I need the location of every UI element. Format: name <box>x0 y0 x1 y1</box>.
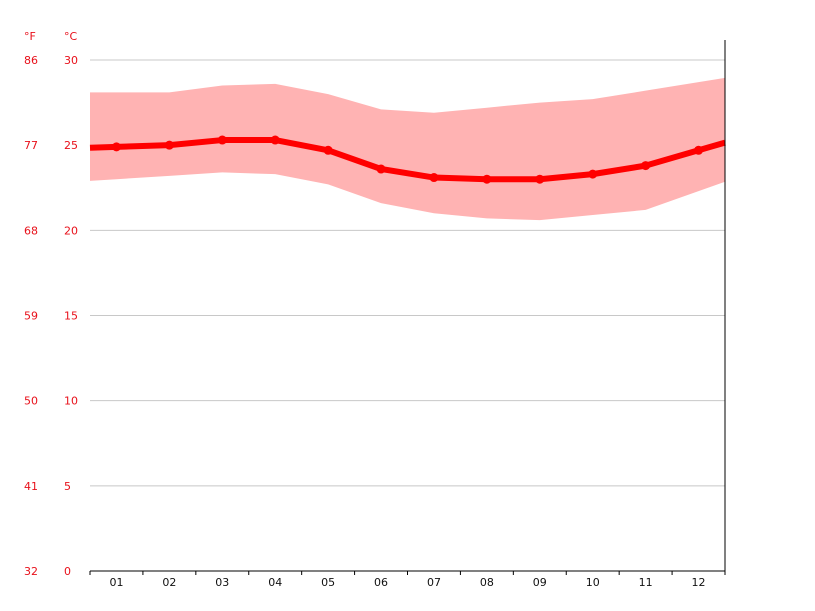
data-point <box>588 169 598 179</box>
y-tick-fahrenheit: 68 <box>24 224 38 237</box>
y-tick-celsius: 25 <box>64 139 78 152</box>
temperature-band-area <box>90 77 725 221</box>
data-point <box>482 174 492 184</box>
data-point <box>270 135 280 145</box>
data-point <box>376 164 386 174</box>
y-tick-celsius: 5 <box>64 480 71 493</box>
data-point <box>641 161 651 171</box>
axes <box>89 40 726 575</box>
y-tick-fahrenheit: 32 <box>24 565 38 578</box>
data-point <box>164 140 174 150</box>
x-tick-label: 04 <box>268 576 282 589</box>
y-tick-celsius: 0 <box>64 565 71 578</box>
y-tick-fahrenheit: 86 <box>24 54 38 67</box>
x-tick-label: 07 <box>427 576 441 589</box>
x-tick-label: 11 <box>639 576 653 589</box>
celsius-unit-label: °C <box>64 30 78 43</box>
y-tick-fahrenheit: 77 <box>24 139 38 152</box>
y-tick-fahrenheit: 41 <box>24 480 38 493</box>
x-tick-label: 12 <box>692 576 706 589</box>
y-tick-celsius: 15 <box>64 310 78 323</box>
data-point <box>217 135 227 145</box>
data-point <box>323 145 333 155</box>
y-tick-celsius: 10 <box>64 395 78 408</box>
series-line <box>89 137 726 183</box>
data-point <box>535 174 545 184</box>
x-tick-label: 10 <box>586 576 600 589</box>
average-temperature-line <box>89 135 726 184</box>
y-tick-celsius: 30 <box>64 54 78 67</box>
y-tick-celsius: 20 <box>64 224 78 237</box>
x-tick-label: 05 <box>321 576 335 589</box>
x-tick-label: 02 <box>162 576 176 589</box>
x-tick-label: 09 <box>533 576 547 589</box>
x-tick-label: 06 <box>374 576 388 589</box>
temperature-range-band <box>90 77 725 221</box>
y-tick-fahrenheit: 50 <box>24 395 38 408</box>
x-tick-label: 01 <box>109 576 123 589</box>
y-tick-fahrenheit: 59 <box>24 310 38 323</box>
data-point <box>111 142 121 152</box>
x-tick-label: 03 <box>215 576 229 589</box>
fahrenheit-unit-label: °F <box>24 30 36 43</box>
data-point <box>694 145 704 155</box>
x-tick-label: 08 <box>480 576 494 589</box>
axis-labels: °F °C 0 32 5 41 10 50 15 59 20 68 25 77 30 86 01 02 03 04… <box>24 30 706 589</box>
data-point <box>429 173 439 183</box>
